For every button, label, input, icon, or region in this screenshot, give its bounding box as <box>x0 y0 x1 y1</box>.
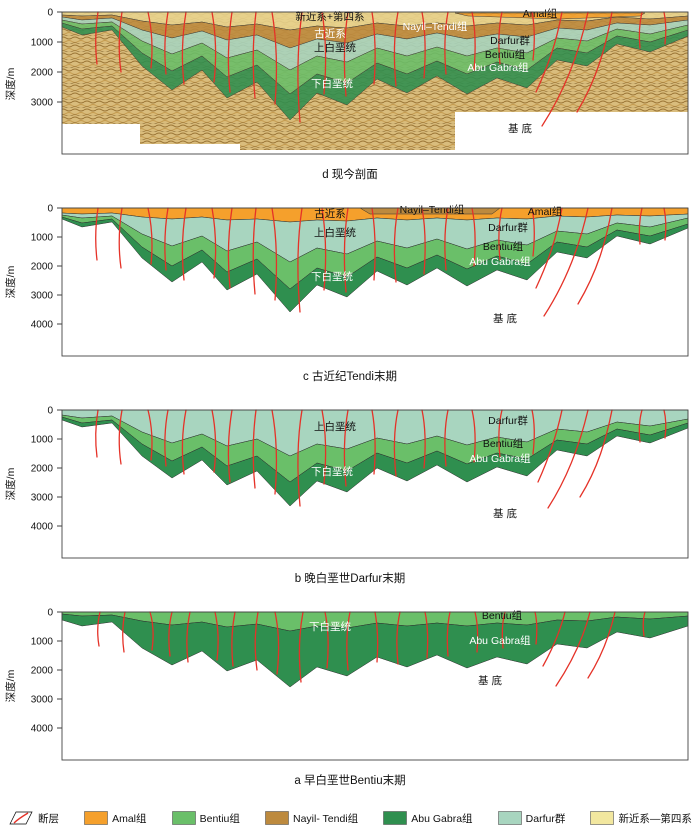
svg-text:2000: 2000 <box>31 262 54 273</box>
svg-text:Bentiu组: Bentiu组 <box>483 240 524 253</box>
legend-item-nayil-tendi: Nayil- Tendi组 <box>265 811 358 826</box>
svg-text:古近系: 古近系 <box>314 207 346 220</box>
svg-text:下白垩统: 下白垩统 <box>311 270 353 283</box>
darfur-swatch-icon <box>497 811 522 825</box>
legend: 断层 Amal组 Bentiu组 Nayil- Tendi组 Abu Gabra… <box>0 806 700 834</box>
panel-a-caption: a 早白垩世Bentiu末期 <box>294 775 406 787</box>
svg-text:1000: 1000 <box>31 38 54 49</box>
neogene-swatch-icon <box>590 811 615 825</box>
svg-text:3000: 3000 <box>31 493 54 504</box>
legend-label: Nayil- Tendi组 <box>293 812 359 825</box>
bentiu-swatch-icon <box>171 811 196 825</box>
svg-text:上白垩统: 上白垩统 <box>314 420 356 433</box>
svg-text:Abu Gabra组: Abu Gabra组 <box>469 452 531 465</box>
panel-a-section: 深度/m 0 1000 2000 3000 4000 Bentiu组 下白垩统 … <box>4 608 689 761</box>
svg-text:下白垩统: 下白垩统 <box>311 465 353 478</box>
legend-item-amal: Amal组 <box>84 811 147 826</box>
svg-text:0: 0 <box>47 608 53 619</box>
svg-text:3000: 3000 <box>31 695 54 706</box>
panel-c-caption: c 古近纪Tendi末期 <box>303 371 397 383</box>
formation-labels: Darfur群 上白垩统 Bentiu组 Abu Gabra组 下白垩统 基 底 <box>311 414 531 520</box>
abu-gabra-swatch-icon <box>383 811 408 825</box>
formation-labels: 新近系+第四系 Amal组 古近系 Nayil–Tendi组 Darfur群 上… <box>295 7 557 135</box>
svg-text:下白垩统: 下白垩统 <box>309 620 351 633</box>
svg-text:0: 0 <box>47 406 53 417</box>
legend-label: Abu Gabra组 <box>411 812 473 825</box>
svg-text:上白垩统: 上白垩统 <box>314 226 356 239</box>
svg-text:3000: 3000 <box>31 291 54 302</box>
depth-axis-ticks: 0 1000 2000 3000 4000 <box>31 204 62 331</box>
amal-wedge-fill <box>454 12 646 20</box>
svg-text:上白垩统: 上白垩统 <box>314 41 356 54</box>
fault-lines <box>97 611 646 687</box>
depth-axis-label: 深度/m <box>4 67 17 100</box>
svg-text:2000: 2000 <box>31 68 54 79</box>
legend-label: Bentiu组 <box>199 812 240 825</box>
depth-axis-ticks: 0 1000 2000 3000 <box>31 8 62 109</box>
svg-text:0: 0 <box>47 8 53 19</box>
nayil-tendi-swatch-icon <box>265 811 289 825</box>
panel-b-caption: b 晚白垩世Darfur末期 <box>294 573 406 585</box>
svg-text:基 底: 基 底 <box>478 674 502 687</box>
svg-text:4000: 4000 <box>31 522 54 533</box>
svg-text:Bentiu组: Bentiu组 <box>485 48 526 61</box>
svg-text:Amal组: Amal组 <box>528 205 563 218</box>
panel-d-section: 深度/m 0 1000 2000 3000 新近系+第四系 Amal组 <box>4 7 689 155</box>
panel-d-caption: d 现今剖面 <box>322 169 378 181</box>
formation-labels: Bentiu组 下白垩统 Abu Gabra组 基 底 <box>309 609 531 687</box>
svg-text:下白垩统: 下白垩统 <box>311 77 353 90</box>
svg-text:1000: 1000 <box>31 637 54 648</box>
svg-text:基 底: 基 底 <box>508 122 532 135</box>
svg-text:Abu Gabra组: Abu Gabra组 <box>469 255 531 268</box>
svg-text:基 底: 基 底 <box>493 312 517 325</box>
depth-axis-label: 深度/m <box>4 669 17 702</box>
depth-axis-ticks: 0 1000 2000 3000 4000 <box>31 608 62 735</box>
depth-axis-ticks: 0 1000 2000 3000 4000 <box>31 406 62 533</box>
panel-c-section: 深度/m 0 1000 2000 3000 4000 古近系 Nayil–Ten… <box>4 203 689 357</box>
legend-item-neogene-quaternary: 新近系—第四系 <box>590 811 692 826</box>
legend-label: 新近系—第四系 <box>618 812 692 825</box>
panel-b-section: 深度/m 0 1000 2000 3000 4000 Darfur群 上白垩统 … <box>4 406 689 559</box>
svg-text:4000: 4000 <box>31 724 54 735</box>
depth-axis-label: 深度/m <box>4 467 17 500</box>
svg-text:Nayil–Tendi组: Nayil–Tendi组 <box>400 203 465 216</box>
svg-text:1000: 1000 <box>31 435 54 446</box>
fault-symbol-icon <box>9 811 33 825</box>
svg-text:Darfur群: Darfur群 <box>488 221 528 234</box>
legend-label: Darfur群 <box>525 812 566 825</box>
svg-text:3000: 3000 <box>31 98 54 109</box>
svg-text:Bentiu组: Bentiu组 <box>482 609 523 622</box>
legend-item-darfur: Darfur群 <box>497 811 566 826</box>
svg-text:新近系+第四系: 新近系+第四系 <box>295 10 364 23</box>
amal-swatch-icon <box>84 811 108 825</box>
svg-text:2000: 2000 <box>31 464 54 475</box>
svg-text:Abu Gabra组: Abu Gabra组 <box>469 634 531 647</box>
fault-lines <box>95 207 667 317</box>
fault-lines <box>95 409 667 509</box>
svg-text:Darfur群: Darfur群 <box>490 34 530 47</box>
legend-label: Amal组 <box>112 812 147 825</box>
svg-text:Abu Gabra组: Abu Gabra组 <box>467 61 529 74</box>
formation-fills <box>61 611 689 688</box>
svg-text:Amal组: Amal组 <box>523 7 558 20</box>
legend-label: 断层 <box>38 812 59 825</box>
svg-text:Bentiu组: Bentiu组 <box>483 437 524 450</box>
svg-text:Darfur群: Darfur群 <box>488 414 528 427</box>
legend-item-bentiu: Bentiu组 <box>171 811 240 826</box>
depth-axis-label: 深度/m <box>4 265 17 298</box>
svg-text:古近系: 古近系 <box>314 27 346 40</box>
legend-item-fault: 断层 <box>8 810 59 826</box>
svg-text:Nayil–Tendi组: Nayil–Tendi组 <box>403 20 468 33</box>
svg-text:2000: 2000 <box>31 666 54 677</box>
svg-text:基 底: 基 底 <box>493 507 517 520</box>
svg-text:1000: 1000 <box>31 233 54 244</box>
abu-gabra-fill <box>61 613 689 688</box>
svg-text:0: 0 <box>47 204 53 215</box>
fault-lines <box>95 11 667 127</box>
legend-item-abu-gabra: Abu Gabra组 <box>383 811 473 826</box>
svg-text:4000: 4000 <box>31 320 54 331</box>
